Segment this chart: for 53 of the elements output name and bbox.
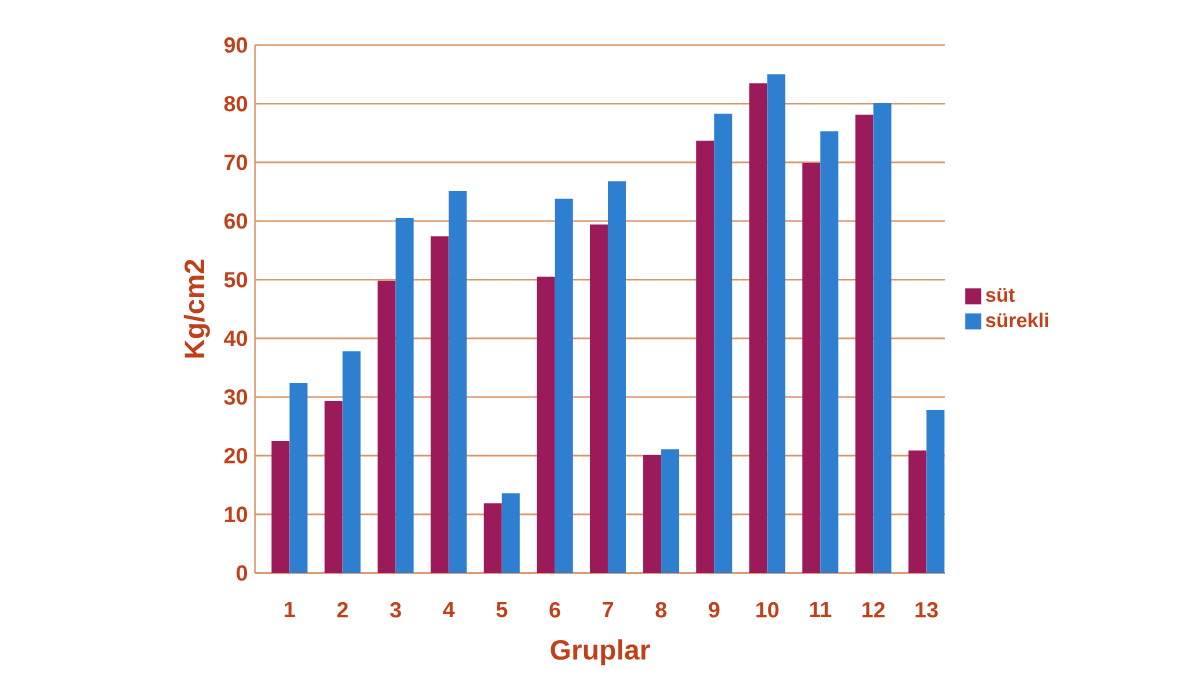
bar [554, 198, 573, 573]
bar [749, 83, 768, 573]
bar [483, 503, 502, 573]
bar [607, 181, 626, 573]
x-tick-label: 12 [862, 602, 885, 618]
bar [324, 401, 343, 573]
bar [767, 74, 786, 573]
bar [395, 218, 414, 573]
bar [908, 450, 927, 573]
bar [802, 162, 821, 573]
bar [855, 114, 874, 573]
bar [714, 113, 733, 573]
bar [696, 140, 715, 573]
bar [448, 191, 467, 573]
y-tick-label: 40 [223, 330, 248, 347]
legend-label: sürekli [985, 312, 1049, 328]
x-axis-title: Gruplar [550, 639, 650, 666]
bar [430, 236, 449, 573]
bar [873, 103, 892, 573]
x-tick-label: 9 [708, 602, 720, 618]
y-tick-label: 10 [224, 506, 248, 523]
legend-label: süt [985, 287, 1015, 302]
x-tick-label: 10 [756, 602, 779, 618]
y-tick-label: 90 [224, 37, 248, 53]
y-tick-label: 20 [224, 447, 248, 464]
y-tick-label: 30 [224, 389, 248, 405]
x-tick-label: 6 [549, 602, 561, 618]
x-tick-label: 5 [496, 602, 508, 618]
x-tick-label: 3 [390, 602, 401, 618]
bar [643, 455, 662, 573]
bar [342, 351, 361, 573]
bar [377, 280, 396, 573]
y-tick-label: 0 [236, 565, 248, 581]
bar [661, 449, 680, 573]
x-tick-label: 11 [810, 602, 832, 618]
x-tick-label: 1 [284, 602, 295, 618]
bar [501, 493, 520, 573]
x-tick-label: 2 [337, 602, 348, 618]
bar [536, 276, 555, 573]
y-tick-label: 80 [224, 95, 248, 112]
bar [926, 409, 945, 573]
x-tick-label: 4 [443, 602, 455, 618]
y-axis-title: Kg/cm2 [183, 259, 210, 358]
x-tick-label: 13 [915, 602, 938, 618]
bar [271, 441, 290, 573]
bar [289, 382, 308, 573]
y-tick-label: 70 [224, 154, 248, 171]
bar [820, 131, 839, 573]
y-tick-label: 60 [224, 213, 248, 229]
y-tick-label: 50 [224, 271, 248, 288]
x-tick-label: 8 [655, 602, 667, 618]
bar [589, 224, 608, 573]
x-tick-label: 7 [602, 602, 614, 618]
